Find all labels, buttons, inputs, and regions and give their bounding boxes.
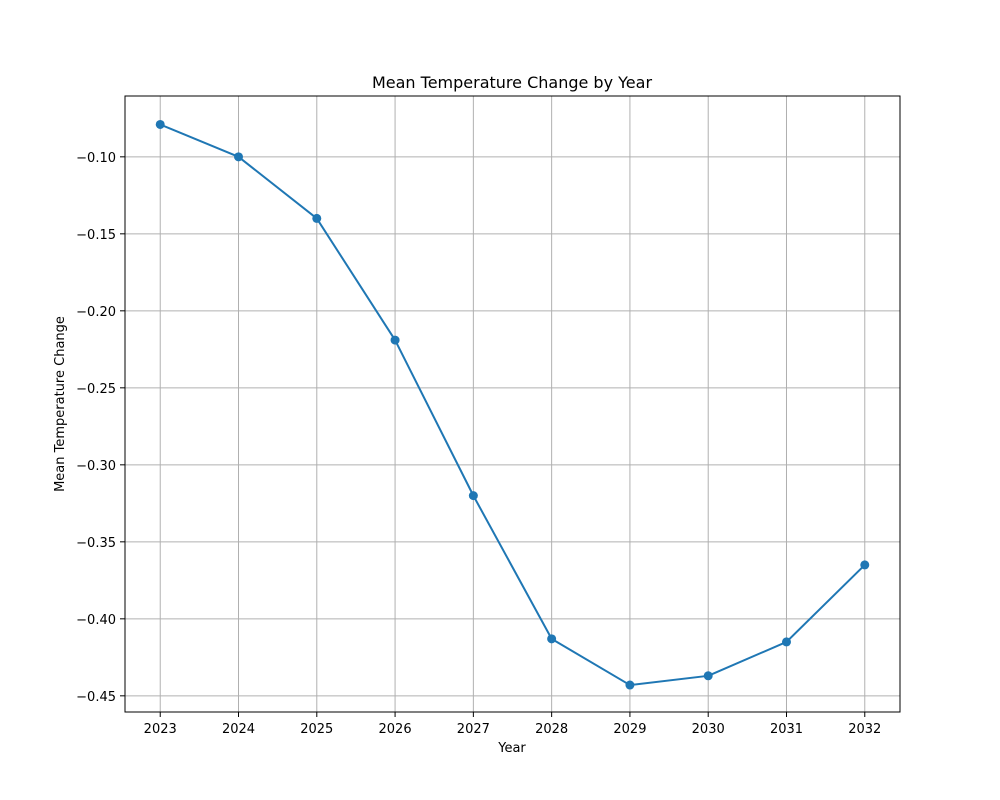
x-axis-label: Year <box>497 741 526 756</box>
data-point <box>155 119 165 129</box>
data-point <box>547 634 557 644</box>
data-point <box>312 213 322 223</box>
x-tick-label: 2023 <box>144 722 177 737</box>
chart-title: Mean Temperature Change by Year <box>372 73 652 92</box>
series-line <box>159 123 866 687</box>
x-tick-label: 2032 <box>848 722 881 737</box>
y-tick-label: −0.10 <box>76 151 116 166</box>
y-tick-label: −0.25 <box>76 382 116 397</box>
data-point <box>860 560 870 570</box>
data-point <box>390 335 400 345</box>
x-tick-label: 2029 <box>613 722 646 737</box>
y-tick-label: −0.20 <box>76 305 116 320</box>
y-axis-label: Mean Temperature Change <box>53 316 68 492</box>
data-point <box>468 491 478 501</box>
x-tick-label: 2027 <box>457 722 490 737</box>
plot-frame <box>124 95 901 713</box>
x-tick-label: 2025 <box>300 722 333 737</box>
y-tick-label: −0.40 <box>76 613 116 628</box>
y-tick-label: −0.45 <box>76 690 116 705</box>
y-tick-label: −0.15 <box>76 228 116 243</box>
data-point <box>781 637 791 647</box>
y-tick-label: −0.30 <box>76 459 116 474</box>
x-tick-label: 2031 <box>770 722 803 737</box>
x-tick-label: 2026 <box>379 722 412 737</box>
x-tick-label: 2028 <box>535 722 568 737</box>
data-point <box>234 152 244 162</box>
x-tick-label: 2030 <box>692 722 725 737</box>
x-tick-label: 2024 <box>222 722 255 737</box>
y-tick-label: −0.35 <box>76 536 116 551</box>
data-point <box>625 680 635 690</box>
data-point <box>703 671 713 681</box>
